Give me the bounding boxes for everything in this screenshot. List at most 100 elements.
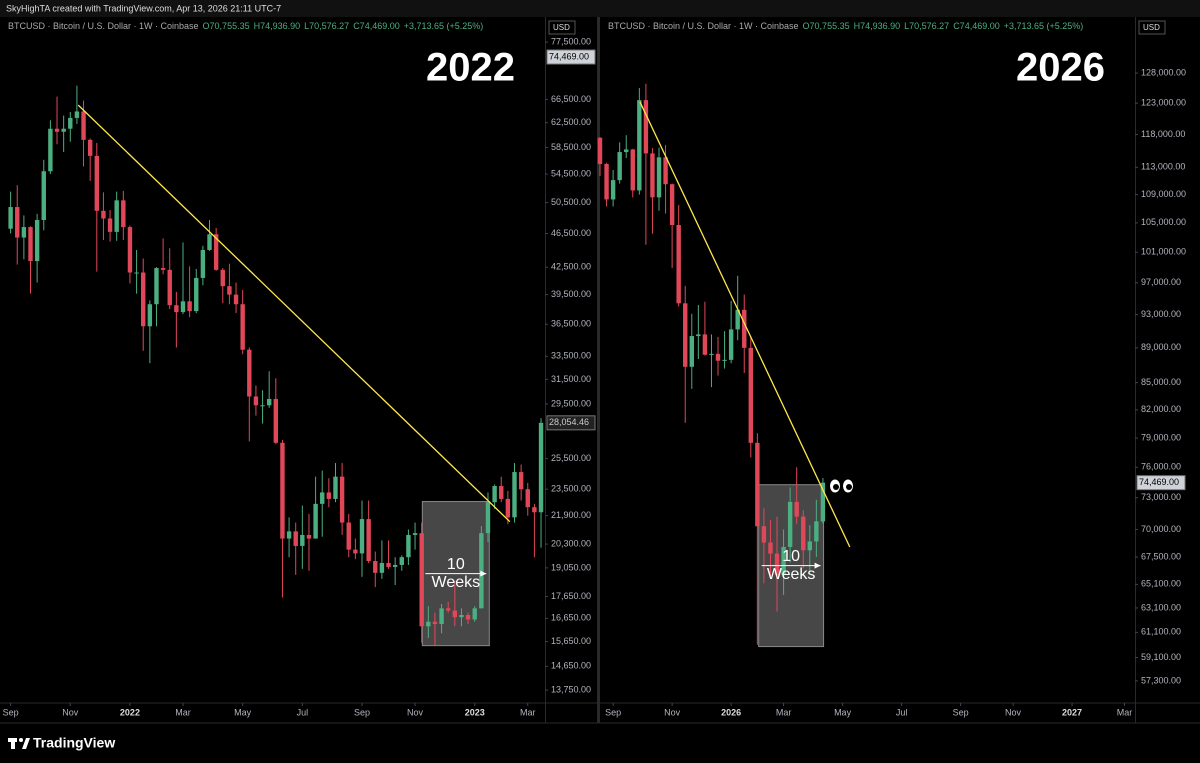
candle-body [68,117,73,129]
candle-body [180,301,186,313]
candle-body [293,531,298,546]
candle-body [286,531,292,539]
candle-body [379,563,385,573]
x-tick-label: 2023 [465,707,485,717]
candle-body [207,234,212,250]
annotation: Weeks [432,574,481,591]
candle-body [8,207,13,229]
currency: USD [1143,23,1160,32]
y-tick-label: 77,500.00 [551,36,591,46]
ohlc-value: C74,469.00 [953,21,1000,31]
candle-body [253,396,259,406]
y-tick-label: 16,650.00 [551,613,591,623]
candle-body [107,218,113,232]
y-tick-label: 79,000.00 [1141,432,1181,442]
candle-body [412,533,418,535]
candle-body [794,501,799,517]
candle-body [373,561,378,573]
candle-body [472,608,477,620]
eyes [830,479,853,493]
candle-body [127,227,133,273]
candle-body [761,526,767,543]
candle-body [213,234,219,270]
logo-mark [8,738,30,749]
candle-body [333,476,338,499]
y-tick-label: 59,100.00 [1141,652,1181,662]
y-tick-label: 17,650.00 [551,591,591,601]
y-tick-label: 76,000.00 [1141,462,1181,472]
symbol-header: BTCUSD · Bitcoin / U.S. Dollar · 1W · Co… [608,21,1083,31]
currency: USD [553,23,570,32]
candle-body [630,149,635,191]
candle-body [426,621,431,627]
y-tick-label: 89,000.00 [1141,342,1181,352]
y-tick-label: 31,500.00 [551,374,591,384]
arrow-head [480,570,487,577]
candle-body [101,210,106,219]
candle-body [392,564,398,567]
ohlc-value: C74,469.00 [353,21,400,31]
candle-body [399,557,404,565]
candle-body [597,137,603,164]
x-tick-label: 2026 [721,707,741,717]
candle-body [610,180,616,200]
candle-body [280,442,285,539]
x-tick-label: Mar [1117,707,1133,717]
candle-body [300,534,305,546]
y-tick-label: 82,000.00 [1141,404,1181,414]
ohlc-value: O70,755.35 [203,21,250,31]
candle-body [742,309,747,348]
candle-body [87,139,93,156]
y-tick-label: 33,500.00 [551,351,591,361]
y-tick-label: 15,650.00 [551,636,591,646]
trendline [77,104,511,523]
candle-body [650,153,655,198]
price-tag [546,49,596,65]
chart-panel: BTCUSD · Bitcoin / U.S. Dollar · 1W · Co… [3,20,596,717]
y-tick-label: 54,500.00 [551,168,591,178]
y-tick-label: 109,000.00 [1141,189,1186,199]
candle-body [233,294,239,305]
candle-body [21,227,27,238]
y-tick-label: 67,500.00 [1141,551,1181,561]
chart-title: 2022 [426,46,515,90]
candle-body [432,621,438,625]
price-tag [546,415,596,431]
symbol: BTCUSD · Bitcoin / U.S. Dollar · 1W · Co… [8,21,199,31]
y-tick-label: 61,100.00 [1141,627,1181,637]
candle-body [683,303,688,367]
header-text: SkyHighTA created with TradingView.com, … [6,3,281,13]
candle-body [624,149,629,153]
candle-body [154,268,159,305]
candle-body [160,268,166,270]
price-tag-label: 74,469.00 [1139,477,1179,487]
candle-body [617,152,622,181]
x-tick-label: Nov [62,707,79,717]
y-tick-label: 58,500.00 [551,142,591,152]
ohlc-value: L70,576.27 [304,21,349,31]
candle-body [386,563,391,567]
arrow-head [814,562,821,569]
x-tick-label: Sep [3,707,19,717]
x-tick-label: 2027 [1062,707,1082,717]
candle-body [715,353,721,361]
y-tick-label: 97,000.00 [1141,277,1181,287]
candle-body [41,171,46,221]
y-tick-label: 42,500.00 [551,262,591,272]
candle-body [28,227,33,262]
candle-body [755,442,760,527]
currency-box [1138,20,1166,35]
y-tick-label: 46,500.00 [551,228,591,238]
candle-body [187,301,192,312]
y-tick-label: 66,500.00 [551,94,591,104]
symbol-header: BTCUSD · Bitcoin / U.S. Dollar · 1W · Co… [8,21,483,31]
footer-logo: TradingView [33,735,115,751]
candle-body [689,336,694,367]
x-tick-label: May [834,707,852,717]
candle-body [61,128,66,132]
candle-body [728,329,734,360]
candle-body [54,128,60,132]
chart-panel: BTCUSD · Bitcoin / U.S. Dollar · 1W · Co… [597,20,1186,717]
candle-body [518,472,524,490]
